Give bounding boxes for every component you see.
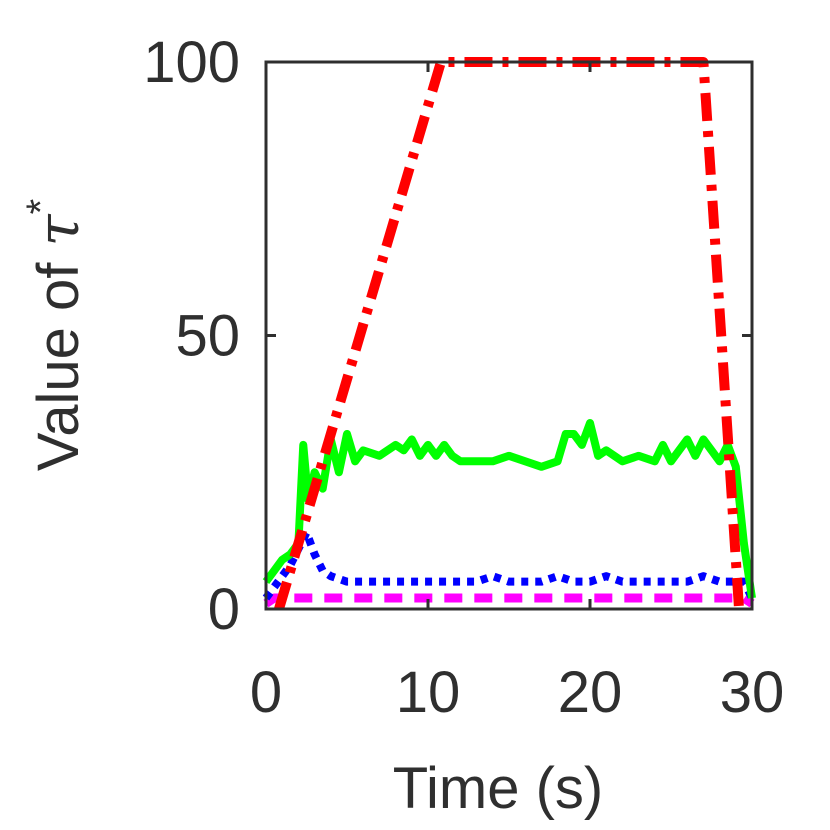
y-axis-title: Value of τ* (19, 199, 92, 471)
x-tick-label: 0 (250, 660, 282, 725)
series-line-green-solid (262, 419, 756, 599)
series-line-magenta-dashed (263, 593, 755, 608)
plot-area-background (266, 62, 752, 609)
x-tick-label: 30 (720, 660, 785, 725)
y-tick-label: 50 (175, 304, 240, 369)
x-tick-label: 10 (396, 660, 461, 725)
y-tick-label: 100 (143, 30, 240, 95)
y-tick-label: 0 (208, 577, 240, 642)
tick-layer: 0 10 20 30 0 50 100 (143, 30, 784, 725)
x-axis-title: Time (s) (393, 756, 603, 821)
y-axis-title-symbol: τ (24, 214, 92, 247)
y-axis-title-prefix: Value of (26, 247, 91, 472)
series-line-red-dashdot (274, 57, 745, 611)
y-axis-title-superscript: * (19, 199, 63, 215)
series-layer (262, 57, 756, 611)
x-tick-label: 20 (558, 660, 623, 725)
series-line-blue-dotted (262, 528, 756, 601)
